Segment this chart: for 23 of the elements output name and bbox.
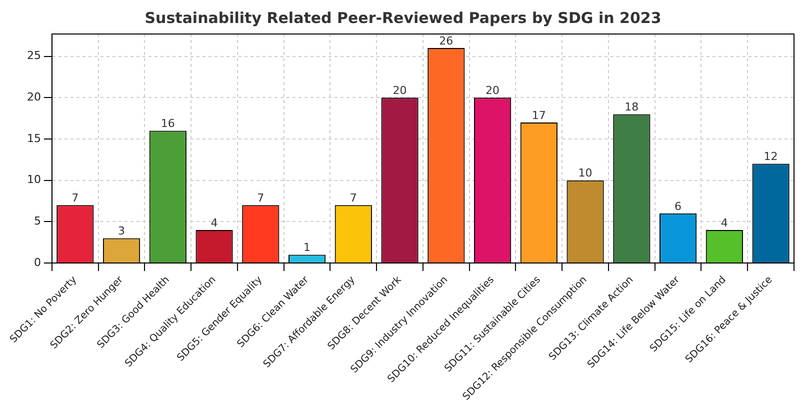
data-label: 16 [160, 117, 175, 130]
data-label: 7 [350, 192, 357, 204]
data-label: 4 [720, 216, 728, 230]
y-tick-label: 15 [26, 132, 41, 145]
data-label: 3 [118, 224, 126, 238]
data-label: 7 [257, 192, 264, 204]
data-label: 1 [304, 241, 311, 254]
y-tick-label: 10 [26, 173, 41, 186]
y-tick-label: 5 [34, 214, 41, 228]
data-label: 18 [624, 100, 639, 114]
data-label: 26 [439, 34, 454, 48]
data-label: 7 [72, 192, 79, 204]
y-tick-label: 25 [26, 49, 41, 62]
data-label: 4 [210, 216, 218, 230]
y-tick-label: 20 [26, 90, 41, 104]
data-label: 20 [486, 84, 500, 98]
data-label: 6 [674, 200, 682, 213]
y-tick-label: 0 [34, 256, 41, 269]
data-label: 20 [392, 84, 407, 98]
data-label: 12 [764, 150, 778, 164]
chart-title: Sustainability Related Peer-Reviewed Papers by SDG in 2023 [144, 8, 662, 27]
data-label: 17 [532, 108, 546, 122]
data-label: 10 [578, 166, 592, 180]
